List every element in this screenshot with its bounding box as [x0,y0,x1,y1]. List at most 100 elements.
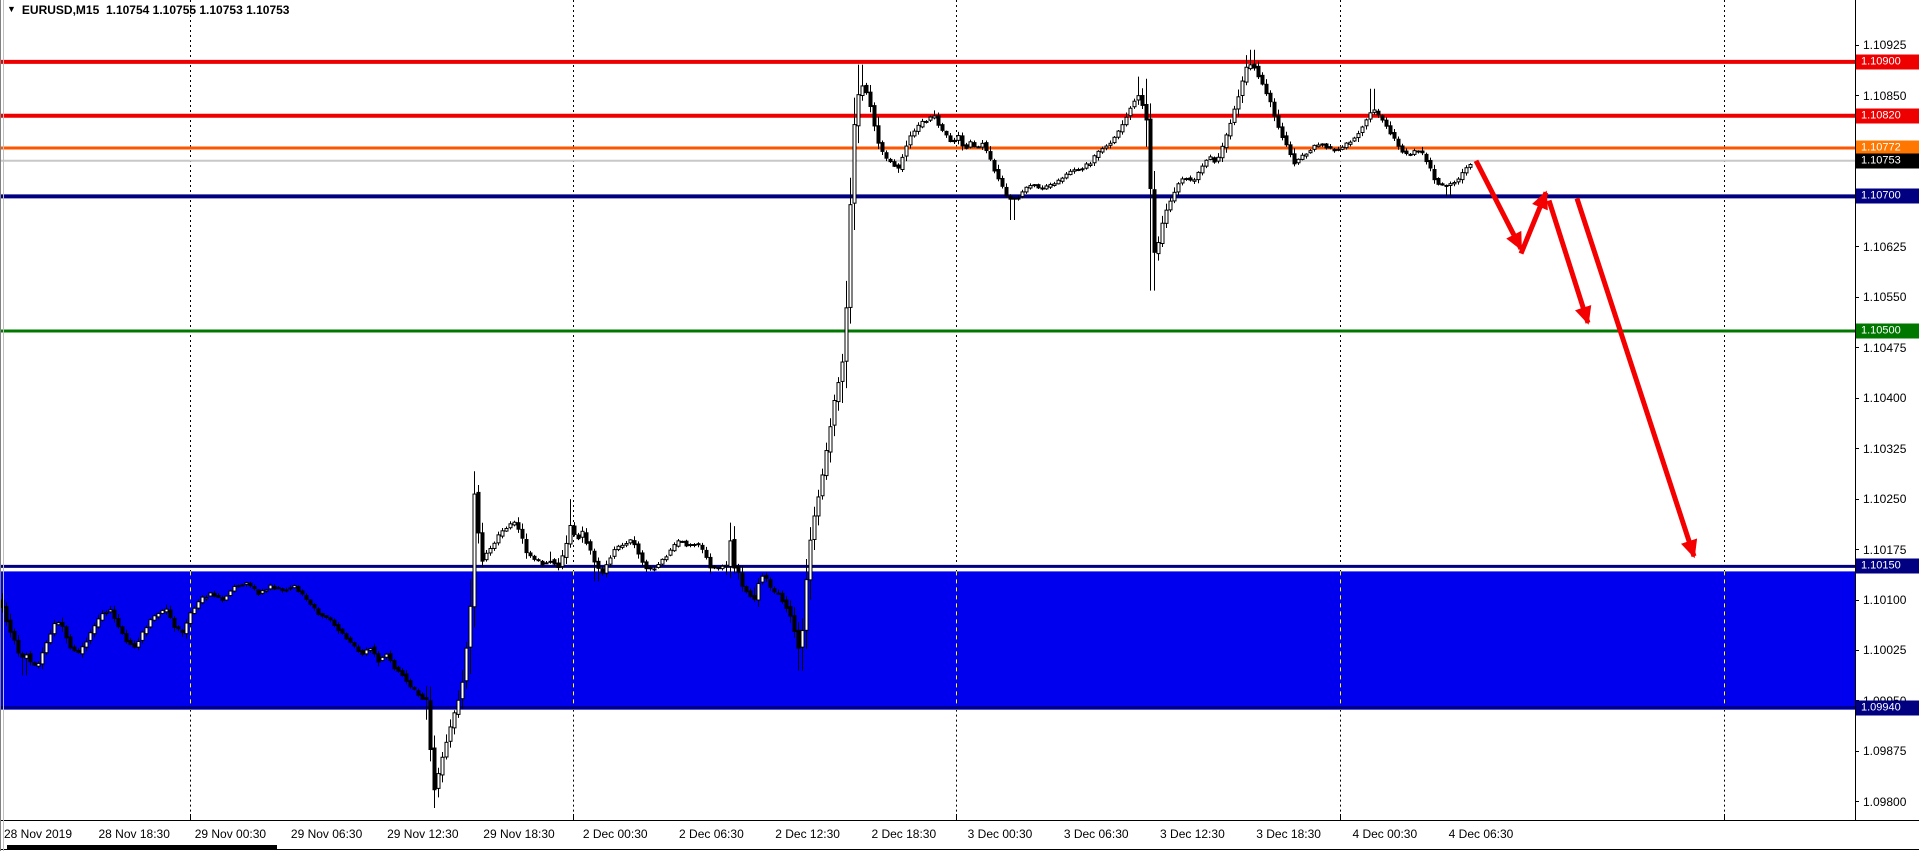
candlestick [280,588,285,592]
candlestick [1440,183,1445,186]
candlestick [308,599,313,605]
price-axis-label: 1.10100 [1863,593,1907,608]
candlestick [932,115,937,119]
candlestick [124,633,129,643]
candlestick [680,540,685,543]
candlestick [1080,168,1085,171]
candlestick [1384,119,1389,127]
price-axis[interactable]: 1.109251.108501.107751.107001.106251.105… [1855,0,1919,820]
chart-plot-area[interactable] [0,0,1855,820]
price-axis-label: 1.10925 [1863,38,1907,53]
candlestick [444,741,449,758]
time-axis-label: 3 Dec 06:30 [1063,827,1129,841]
candlestick [196,601,201,609]
candlestick [180,629,185,633]
candlestick [1160,222,1165,245]
candlestick [1228,122,1233,137]
candlestick [600,568,605,574]
candlestick [928,116,933,121]
candlestick [32,662,37,666]
price-axis-tick [1855,599,1859,601]
candlestick [512,521,517,526]
candlestick [980,142,985,148]
candlestick [900,156,905,171]
candlestick [1400,145,1405,153]
forecast-arrows [1473,159,1698,559]
time-axis-label: 3 Dec 18:30 [1256,827,1321,841]
candlestick [1196,171,1201,181]
candlestick [388,653,393,662]
candlestick [1348,141,1353,145]
candlestick [1236,96,1241,110]
price-axis-label: 1.10850 [1863,88,1907,103]
candlestick [136,640,141,648]
horizontal-scrollbar-thumb[interactable] [7,845,277,850]
candlestick [152,615,157,621]
candlestick [876,125,881,144]
time-axis[interactable]: 28 Nov 2019 28 Nov 18:30 29 Nov 00:30 29 No… [0,820,1919,851]
candlestick [584,532,589,544]
candlestick [1364,119,1369,127]
candlestick [708,556,713,569]
candlestick [672,544,677,552]
candlestick [1412,150,1417,155]
price-level-badge: 1.10820 [1856,108,1919,124]
candlestick [700,544,705,550]
candlestick [844,307,849,362]
candlestick [120,626,125,635]
candlestick [660,558,665,565]
candlestick [1144,103,1149,121]
candlestick [236,585,241,588]
candlestick [356,646,361,652]
candlestick [184,622,189,635]
candlestick [1356,133,1361,139]
candlestick [348,637,353,643]
candlestick [1188,177,1193,181]
price-axis-label: 1.10175 [1863,542,1907,557]
price-axis-label: 1.09875 [1863,744,1907,759]
candlestick [1204,159,1209,167]
candlestick [64,626,69,639]
candlestick [1308,150,1313,154]
candlestick [368,648,373,651]
candlestick [808,539,813,581]
candlestick [1408,153,1413,156]
candlestick [748,590,753,598]
price-chart-canvas[interactable] [0,0,1855,820]
time-axis-label: 28 Nov 18:30 [98,827,170,841]
candlestick [24,654,29,659]
candlestick [476,491,481,534]
candlestick [1452,182,1457,185]
candlestick [1428,160,1433,169]
candlestick [1184,177,1189,180]
candlestick [1304,153,1309,157]
candlestick [1016,197,1021,200]
candlestick [216,595,221,598]
candlestick [792,615,797,632]
candlestick [724,564,729,567]
grid-lines [190,0,1725,820]
candlestick [940,124,945,131]
candlestick [48,633,53,644]
candlestick [896,164,901,169]
price-axis-tick [1855,246,1859,248]
candlestick [552,559,557,565]
candlestick [556,562,561,569]
candlestick [244,582,249,585]
candlestick [1092,155,1097,164]
candlestick [1280,126,1285,139]
candlestick [228,590,233,597]
candlestick [56,622,61,626]
candlestick [684,540,689,547]
candlestick [740,572,745,587]
candlestick [0,599,5,609]
candlestick [568,524,573,545]
candlestick [1224,134,1229,149]
candlestick [12,630,17,641]
time-axis-label: 2 Dec 00:30 [582,827,648,841]
candlestick [208,592,213,597]
candlestick [260,590,265,594]
candlestick [1276,115,1281,128]
time-axis-separator [0,820,1919,821]
window-left-border-inner [3,0,4,851]
